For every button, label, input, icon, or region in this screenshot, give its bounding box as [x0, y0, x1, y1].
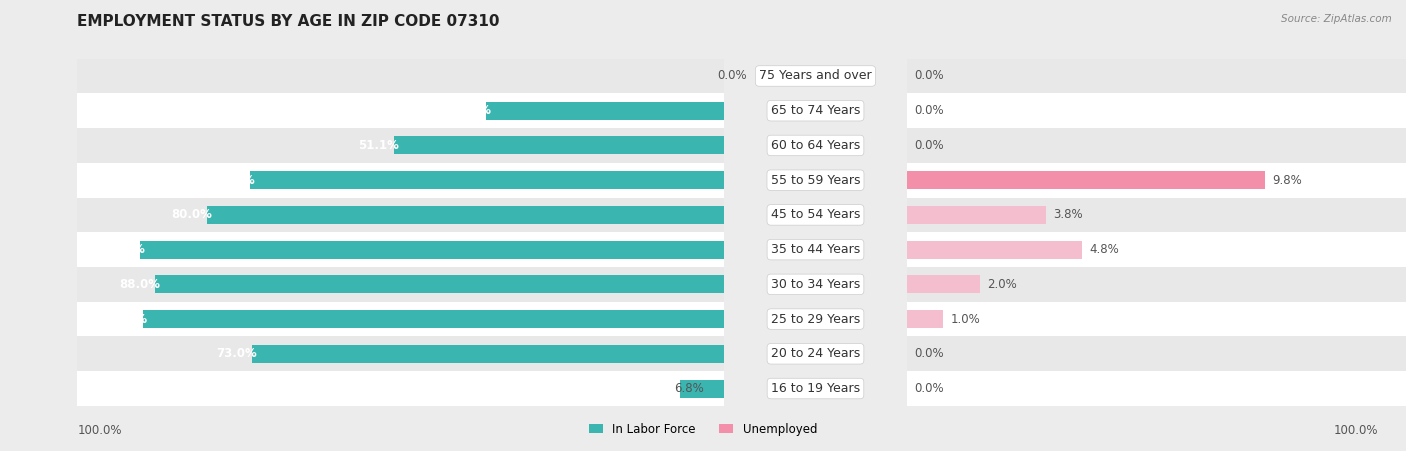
- Bar: [681, 379, 724, 398]
- Text: 20 to 24 Years: 20 to 24 Years: [770, 347, 860, 360]
- Text: 75 Years and over: 75 Years and over: [759, 69, 872, 83]
- Text: 0.0%: 0.0%: [717, 69, 747, 83]
- Text: 0.0%: 0.0%: [914, 347, 943, 360]
- Text: EMPLOYMENT STATUS BY AGE IN ZIP CODE 07310: EMPLOYMENT STATUS BY AGE IN ZIP CODE 073…: [77, 14, 499, 28]
- Bar: [252, 345, 724, 363]
- Text: 0.0%: 0.0%: [914, 139, 943, 152]
- Bar: [77, 267, 724, 302]
- Text: 2.0%: 2.0%: [987, 278, 1017, 291]
- Bar: [77, 198, 724, 232]
- Text: 9.8%: 9.8%: [1272, 174, 1302, 187]
- Bar: [907, 93, 1406, 128]
- Text: 65 to 74 Years: 65 to 74 Years: [770, 104, 860, 117]
- Text: 60 to 64 Years: 60 to 64 Years: [770, 139, 860, 152]
- Bar: [907, 267, 1406, 302]
- Text: 16 to 19 Years: 16 to 19 Years: [770, 382, 860, 395]
- Text: 35 to 44 Years: 35 to 44 Years: [770, 243, 860, 256]
- Text: 0.0%: 0.0%: [914, 69, 943, 83]
- Bar: [250, 171, 724, 189]
- Bar: [907, 198, 1406, 232]
- Bar: [907, 275, 980, 294]
- Bar: [907, 302, 1406, 336]
- Text: 89.9%: 89.9%: [107, 313, 148, 326]
- Bar: [77, 93, 724, 128]
- Bar: [155, 275, 724, 294]
- Text: 4.8%: 4.8%: [1090, 243, 1119, 256]
- Legend: In Labor Force, Unemployed: In Labor Force, Unemployed: [583, 418, 823, 441]
- Bar: [486, 101, 724, 120]
- Bar: [77, 232, 724, 267]
- Text: 88.0%: 88.0%: [120, 278, 160, 291]
- Bar: [907, 240, 1083, 259]
- Text: Source: ZipAtlas.com: Source: ZipAtlas.com: [1281, 14, 1392, 23]
- Text: 25 to 29 Years: 25 to 29 Years: [770, 313, 860, 326]
- Bar: [907, 232, 1406, 267]
- Text: 36.8%: 36.8%: [450, 104, 491, 117]
- Bar: [907, 163, 1406, 198]
- Text: 3.8%: 3.8%: [1053, 208, 1083, 221]
- Text: 0.0%: 0.0%: [914, 104, 943, 117]
- Bar: [77, 336, 724, 371]
- Bar: [77, 59, 724, 93]
- Text: 55 to 59 Years: 55 to 59 Years: [770, 174, 860, 187]
- Bar: [207, 206, 724, 224]
- Text: 51.1%: 51.1%: [359, 139, 399, 152]
- Bar: [141, 240, 724, 259]
- Text: 80.0%: 80.0%: [172, 208, 212, 221]
- Text: 90.3%: 90.3%: [104, 243, 145, 256]
- Bar: [907, 336, 1406, 371]
- Bar: [907, 206, 1046, 224]
- Text: 100.0%: 100.0%: [77, 424, 122, 437]
- Bar: [907, 310, 943, 328]
- Bar: [907, 59, 1406, 93]
- Bar: [142, 310, 724, 328]
- Bar: [907, 128, 1406, 163]
- Text: 6.8%: 6.8%: [673, 382, 703, 395]
- Bar: [77, 371, 724, 406]
- Bar: [77, 302, 724, 336]
- Bar: [907, 371, 1406, 406]
- Bar: [907, 171, 1265, 189]
- Text: 73.0%: 73.0%: [217, 347, 257, 360]
- Bar: [77, 128, 724, 163]
- Text: 73.3%: 73.3%: [215, 174, 256, 187]
- Text: 0.0%: 0.0%: [914, 382, 943, 395]
- Text: 100.0%: 100.0%: [1333, 424, 1378, 437]
- Text: 45 to 54 Years: 45 to 54 Years: [770, 208, 860, 221]
- Bar: [394, 136, 724, 155]
- Bar: [77, 163, 724, 198]
- Text: 30 to 34 Years: 30 to 34 Years: [770, 278, 860, 291]
- Text: 1.0%: 1.0%: [950, 313, 980, 326]
